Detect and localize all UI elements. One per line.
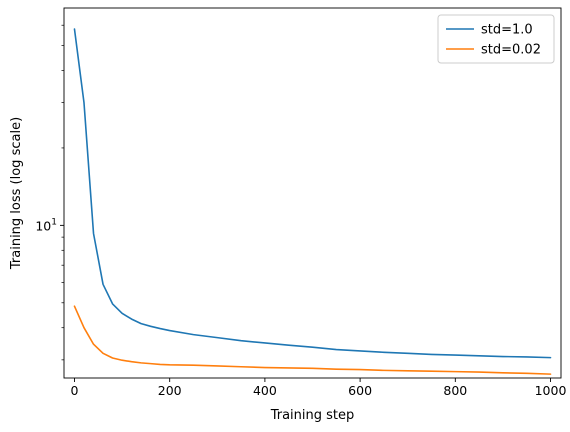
y-axis-label: Training loss (log scale) [9,117,24,270]
legend-label: std=1.0 [481,23,533,38]
series-line-2 [73,305,552,375]
x-tick-label: 0 [70,383,78,398]
legend-label: std=0.02 [481,43,541,58]
x-tick-label: 400 [253,383,277,398]
plot-area [64,8,561,378]
plot-frame [63,7,562,379]
x-tick-label: 600 [348,383,372,398]
y-tick-label: 101 [35,217,57,233]
x-axis-label: Training step [270,408,355,423]
legend: std=1.0 std=0.02 [437,14,555,64]
axes-layer: 0 200 400 600 800 1000 101 [35,7,567,398]
legend-box [437,14,555,64]
series-layer [73,28,552,375]
x-tick-label: 200 [158,383,182,398]
x-tick-label: 800 [443,383,467,398]
series-line-1 [73,28,552,359]
x-tick-label: 1000 [535,383,567,398]
